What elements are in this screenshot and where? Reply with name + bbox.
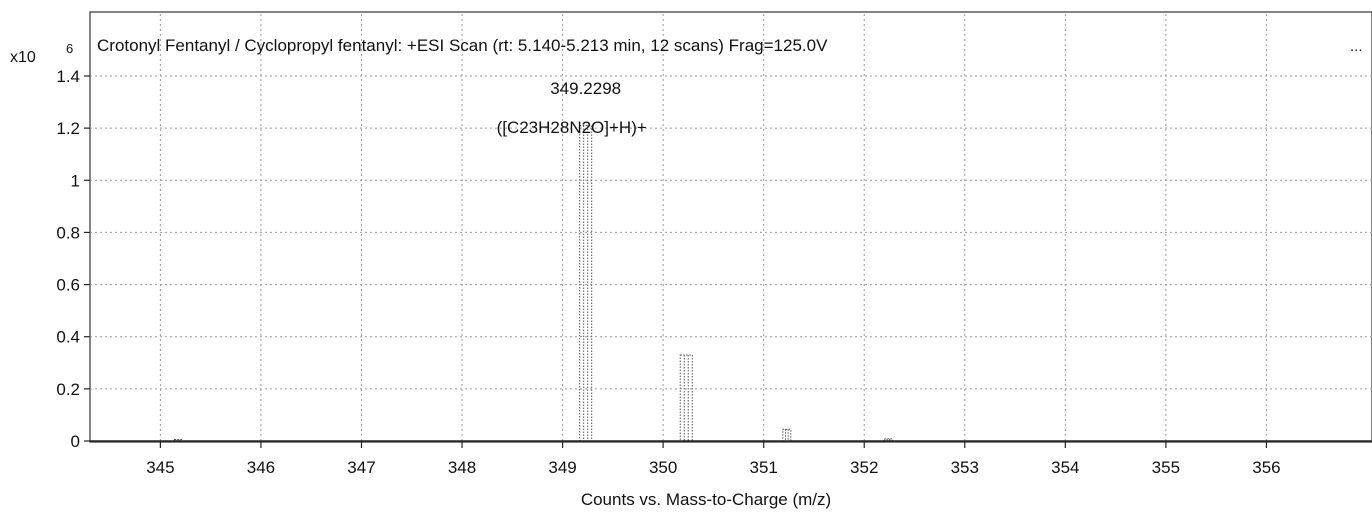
peak-4 [883, 438, 893, 442]
x-tick-label-7: 352 [850, 458, 878, 477]
peak-3 [782, 428, 792, 442]
y-tick-label-3: 0.6 [56, 276, 80, 295]
peak-2 [679, 354, 693, 442]
y-tick-label-6: 1.2 [56, 119, 80, 138]
y-axis-ticks: 0 0.2 0.4 0.6 0.8 1 1.2 1.4 [56, 67, 90, 451]
peak-annotation-mz-0: 349.2298 [550, 79, 621, 98]
x-tick-label-11: 356 [1252, 458, 1280, 477]
chart-title-overflow: ... [1350, 38, 1363, 55]
x-tick-label-1: 346 [247, 458, 275, 477]
x-tick-label-0: 345 [146, 458, 174, 477]
y-scale-prefix: x10 [10, 49, 36, 66]
x-tick-label-5: 350 [649, 458, 677, 477]
y-tick-label-4: 0.8 [56, 223, 80, 242]
x-tick-label-8: 353 [951, 458, 979, 477]
peak-annotations: 349.2298 ([C23H28N2O]+H)+ [497, 79, 647, 137]
y-scale-exponent: 6 [66, 41, 73, 56]
x-axis-label: Counts vs. Mass-to-Charge (m/z) [581, 490, 831, 509]
x-tick-label-4: 349 [548, 458, 576, 477]
peak-annotation-formula-0: ([C23H28N2O]+H)+ [497, 118, 647, 137]
x-tick-label-9: 354 [1051, 458, 1079, 477]
x-tick-label-2: 347 [347, 458, 375, 477]
x-axis-ticks: 345 346 347 348 349 350 351 352 353 354 355 356 [146, 441, 1281, 477]
y-tick-label-1: 0.2 [56, 380, 80, 399]
grid-lines [90, 14, 1372, 441]
x-tick-label-6: 351 [749, 458, 777, 477]
y-tick-label-7: 1.4 [56, 67, 80, 86]
plot-frame [89, 11, 1372, 443]
x-tick-label-3: 348 [448, 458, 476, 477]
chart-title: Crotonyl Fentanyl / Cyclopropyl fentanyl… [97, 36, 828, 55]
y-tick-label-0: 0 [71, 432, 80, 451]
y-tick-label-2: 0.4 [56, 328, 80, 347]
x-tick-label-10: 355 [1152, 458, 1180, 477]
y-tick-label-5: 1 [71, 171, 80, 190]
